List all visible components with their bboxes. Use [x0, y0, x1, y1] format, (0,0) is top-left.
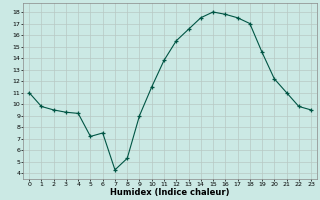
X-axis label: Humidex (Indice chaleur): Humidex (Indice chaleur) — [110, 188, 230, 197]
